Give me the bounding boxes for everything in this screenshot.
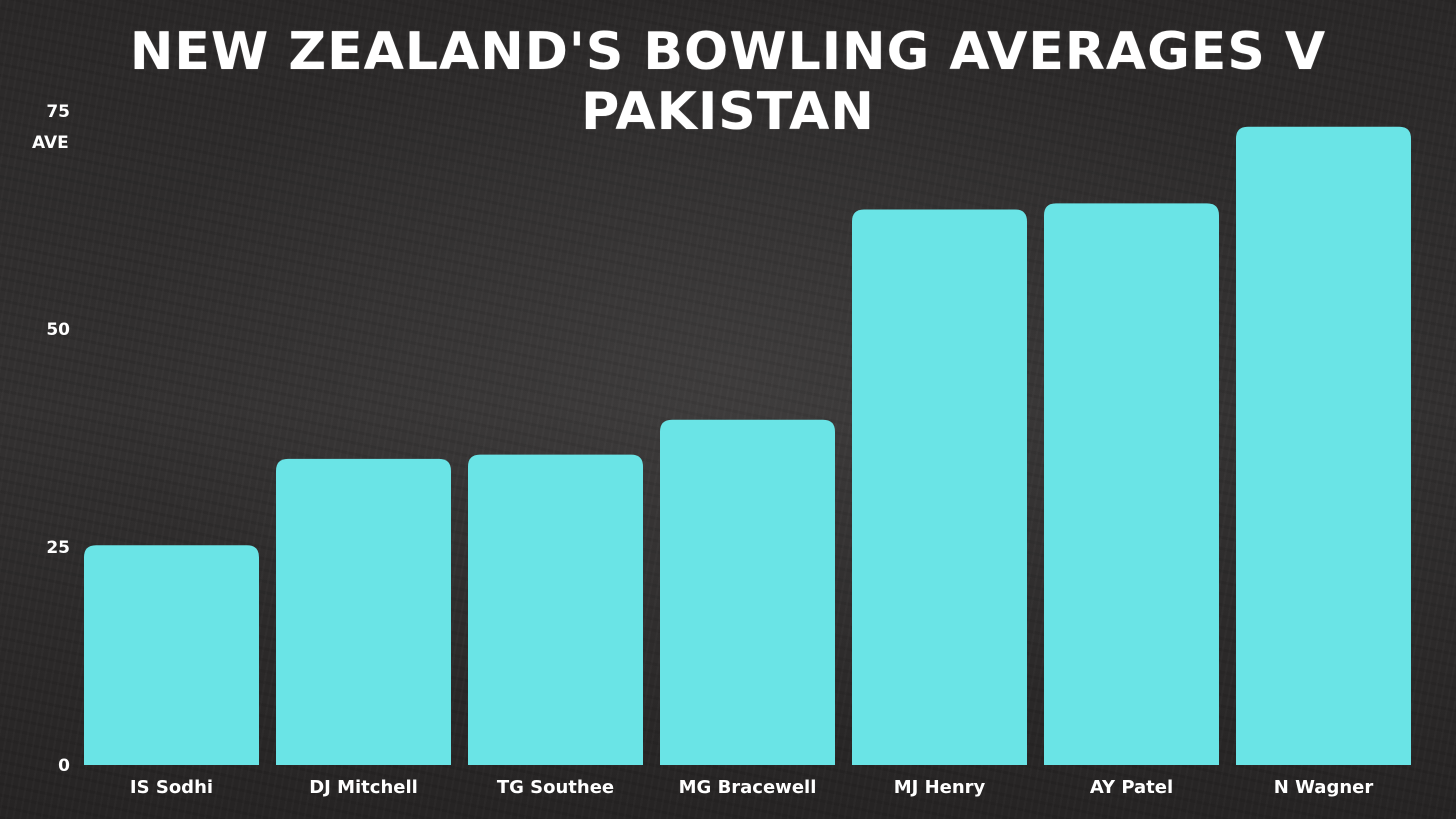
x-category-label: N Wagner xyxy=(1274,777,1374,798)
x-category-label: IS Sodhi xyxy=(130,777,213,798)
bar-ay-patel xyxy=(1044,203,1219,765)
y-tick-label: 50 xyxy=(46,320,70,340)
x-category-label: TG Southee xyxy=(497,777,614,798)
bar-is-sodhi xyxy=(84,545,259,765)
x-category-label: DJ Mitchell xyxy=(309,777,418,798)
x-category-label: MJ Henry xyxy=(894,777,986,798)
bar-n-wagner xyxy=(1236,126,1411,766)
bar-mj-henry xyxy=(852,209,1027,765)
y-axis-ticks: 0 25 50 75 xyxy=(46,102,70,776)
bar-tg-southee xyxy=(468,454,643,765)
y-axis-label: AVE xyxy=(32,133,69,153)
y-tick-label: 25 xyxy=(46,538,70,558)
bar-dj-mitchell xyxy=(276,458,451,765)
y-tick-label: 75 xyxy=(46,102,70,122)
x-axis-labels: IS Sodhi DJ Mitchell TG Southee MG Bracewel… xyxy=(130,777,1373,798)
x-category-label: MG Bracewell xyxy=(679,777,817,798)
x-category-label: AY Patel xyxy=(1090,777,1173,798)
y-tick-label: 0 xyxy=(58,756,70,776)
chart-title: NEW ZEALAND'S BOWLING AVERAGES V PAKISTA… xyxy=(129,22,1327,142)
bar-mg-bracewell xyxy=(660,419,835,765)
bars xyxy=(84,126,1411,766)
